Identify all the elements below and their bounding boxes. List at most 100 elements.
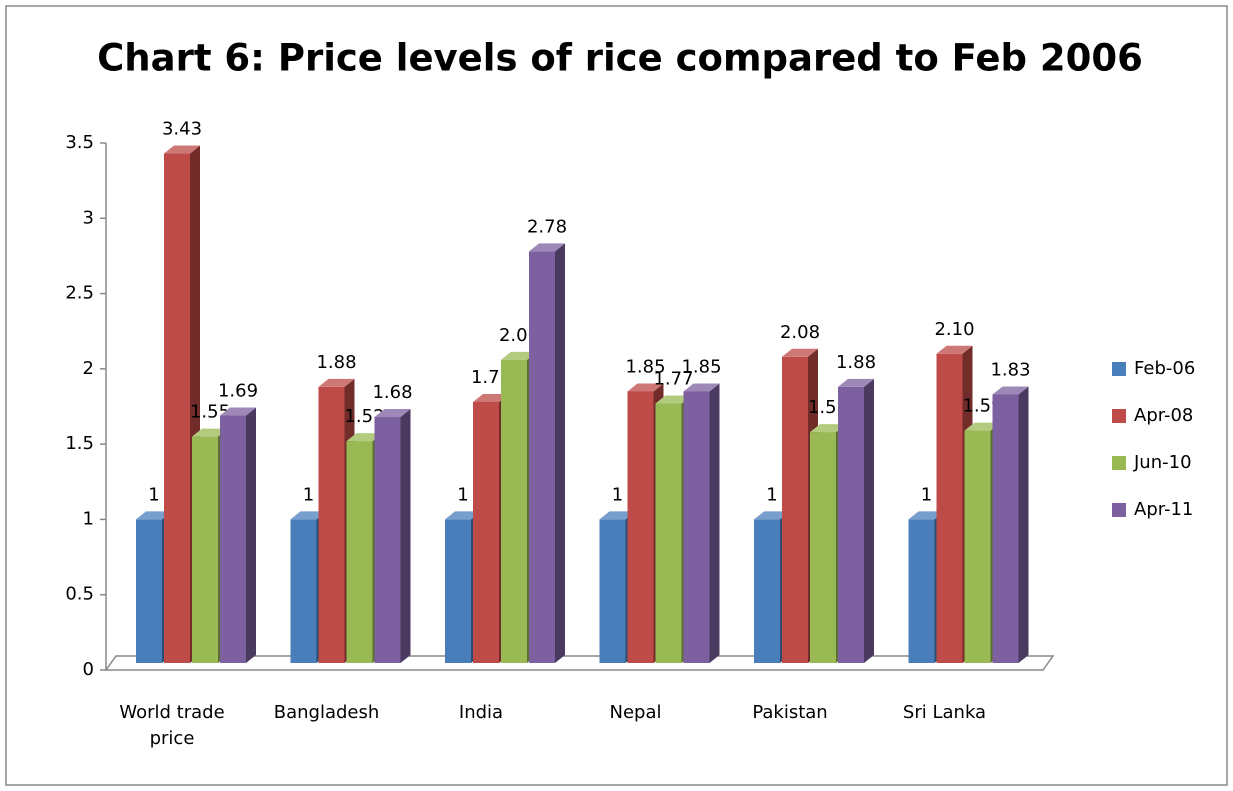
bar-top bbox=[445, 511, 481, 520]
data-label: 1.88 bbox=[836, 352, 876, 373]
y-tick-label: 3.5 bbox=[65, 132, 94, 153]
bar-top bbox=[164, 145, 200, 154]
bar-top bbox=[346, 433, 383, 442]
data-label: 1.69 bbox=[218, 381, 258, 402]
bar-front bbox=[529, 251, 555, 663]
data-label: 1 bbox=[303, 484, 314, 505]
bar-top bbox=[627, 383, 664, 392]
bar-side bbox=[246, 407, 256, 663]
floor bbox=[104, 655, 1055, 671]
y-tick-label: 1 bbox=[83, 508, 94, 529]
bar-front bbox=[290, 519, 317, 663]
bar-side bbox=[1018, 386, 1029, 663]
bar-front bbox=[445, 519, 471, 663]
bar-front bbox=[627, 391, 654, 663]
bar-front bbox=[501, 359, 527, 663]
bar-top bbox=[220, 407, 256, 416]
data-label: 1 bbox=[612, 484, 623, 505]
legend-swatch bbox=[1112, 362, 1126, 376]
bar-front bbox=[838, 386, 864, 663]
bar-front bbox=[599, 519, 626, 663]
legend-label: Jun-10 bbox=[1133, 452, 1192, 473]
bar-front bbox=[220, 415, 246, 663]
legend-label: Feb-06 bbox=[1134, 358, 1195, 379]
bar-top bbox=[838, 378, 874, 387]
bar bbox=[992, 386, 1029, 663]
chart-title: Chart 6: Price levels of rice compared t… bbox=[97, 37, 1143, 80]
legend-swatch bbox=[1112, 409, 1126, 423]
data-label: 1.85 bbox=[681, 356, 721, 377]
data-label: 1 bbox=[148, 484, 159, 505]
bar-front bbox=[192, 436, 218, 663]
bar-front bbox=[683, 391, 710, 663]
bar-front bbox=[964, 430, 991, 663]
bar-front bbox=[782, 356, 808, 663]
bar-front bbox=[164, 153, 190, 664]
bar-top bbox=[501, 351, 537, 360]
y-tick-label: 2.5 bbox=[65, 283, 94, 304]
bar-top bbox=[810, 424, 846, 433]
bar-top bbox=[529, 243, 565, 252]
bar-top bbox=[683, 383, 720, 392]
bar-front bbox=[655, 403, 682, 663]
bar-top bbox=[936, 345, 973, 354]
data-label: 1.77 bbox=[653, 368, 693, 389]
x-tick-label: World trade price bbox=[119, 702, 225, 749]
legend-swatch bbox=[1112, 456, 1126, 470]
bar-top bbox=[290, 511, 327, 520]
bar-top bbox=[599, 511, 636, 520]
bar-side bbox=[864, 378, 874, 663]
bar-side bbox=[555, 243, 565, 663]
bar-top bbox=[964, 422, 1001, 431]
data-label: 2.10 bbox=[934, 319, 974, 340]
bar-front bbox=[136, 519, 162, 663]
bar-front bbox=[346, 441, 373, 663]
x-tick-label: Pakistan bbox=[752, 702, 828, 723]
bar-side bbox=[709, 383, 720, 663]
bar-front bbox=[908, 519, 935, 663]
data-label: 1.88 bbox=[316, 352, 356, 373]
y-tick-label: 0.5 bbox=[65, 584, 94, 605]
bar-front bbox=[810, 432, 836, 663]
data-label: 1 bbox=[766, 484, 777, 505]
data-label: 1.85 bbox=[625, 356, 665, 377]
bar-top bbox=[655, 395, 692, 404]
y-tick-label: 1.5 bbox=[65, 433, 94, 454]
y-tick-label: 0 bbox=[83, 659, 94, 680]
legend-label: Apr-08 bbox=[1134, 405, 1193, 426]
data-label: 1 bbox=[457, 484, 468, 505]
y-tick-label: 3 bbox=[83, 207, 94, 228]
bar bbox=[529, 243, 565, 663]
x-tick-label: India bbox=[458, 702, 504, 723]
y-tick-label: 2 bbox=[83, 358, 94, 379]
bar-front bbox=[374, 417, 401, 663]
data-label: 2.78 bbox=[527, 216, 567, 237]
bar bbox=[220, 407, 256, 663]
bar-top bbox=[374, 409, 411, 418]
x-tick-label: Bangladesh bbox=[273, 702, 380, 723]
data-label: 1.83 bbox=[990, 359, 1030, 380]
bar-front bbox=[473, 401, 499, 663]
bar bbox=[838, 378, 874, 663]
data-label: 1.68 bbox=[372, 382, 412, 403]
bar-top bbox=[992, 386, 1029, 395]
x-tick-label: Nepal bbox=[609, 702, 662, 723]
bar-top bbox=[754, 511, 790, 520]
bar-top bbox=[908, 511, 945, 520]
bar-front bbox=[936, 353, 963, 663]
bar-front bbox=[318, 386, 345, 663]
bar-top bbox=[318, 378, 355, 387]
bar-top bbox=[192, 428, 228, 437]
legend-label: Apr-11 bbox=[1134, 499, 1193, 520]
x-tick-label: Sri Lanka bbox=[902, 702, 987, 723]
bar bbox=[374, 409, 411, 663]
data-label: 3.43 bbox=[162, 119, 202, 140]
bar-side bbox=[400, 409, 411, 663]
bar-top bbox=[473, 393, 509, 402]
bar bbox=[683, 383, 720, 663]
data-label: 1 bbox=[921, 484, 932, 505]
legend-swatch bbox=[1112, 503, 1126, 517]
bar-front bbox=[992, 394, 1019, 663]
